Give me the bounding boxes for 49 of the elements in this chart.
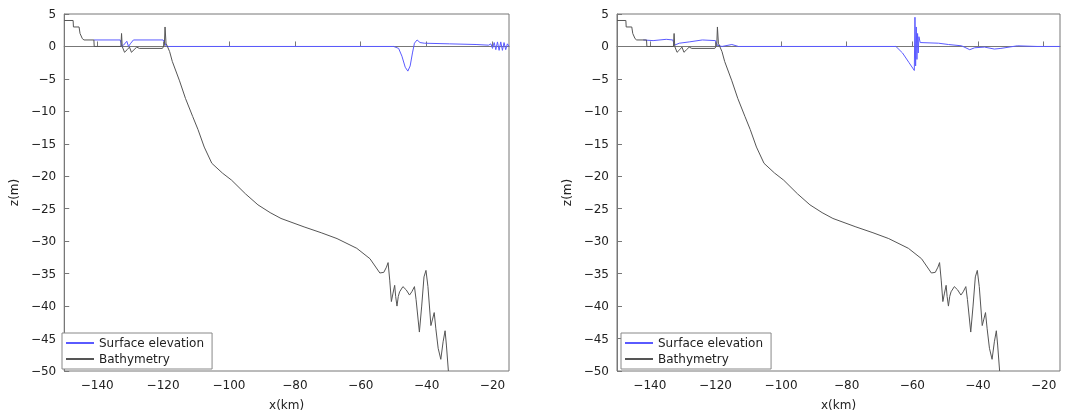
y-tick-label: 0 [48, 39, 57, 54]
line-series [93, 39, 510, 72]
x-tick-label: −120 [146, 378, 180, 392]
x-axis-title: x(km) [820, 398, 856, 412]
y-tick-label: 5 [600, 7, 609, 21]
x-tick-label: −120 [698, 378, 732, 392]
x-tick-label: −40 [413, 378, 440, 392]
y-tick-label: −10 [30, 104, 57, 119]
x-axis-title: x(km) [269, 398, 305, 412]
y-tick-label: −40 [30, 299, 57, 314]
x-tick-label: −100 [212, 378, 246, 392]
y-tick-label: −20 [583, 169, 609, 184]
line-series [63, 19, 449, 372]
legend-label: Bathymetry [99, 352, 170, 366]
y-tick-label: −15 [583, 136, 609, 151]
x-tick-label: −20 [1030, 378, 1056, 392]
x-tick-label: −80 [282, 378, 308, 392]
y-tick-label: −40 [583, 299, 609, 314]
y-tick-label: −50 [30, 364, 57, 378]
line-series [616, 19, 1000, 372]
x-tick-label: −80 [833, 378, 859, 392]
y-tick-label: −20 [30, 169, 57, 184]
y-tick-label: −50 [583, 364, 609, 378]
y-tick-label: −5 [38, 71, 57, 86]
y-tick-label: 5 [48, 7, 57, 21]
y-tick-label: −25 [30, 201, 57, 216]
y-tick-label: −45 [583, 331, 609, 346]
legend-label: Bathymetry [657, 352, 729, 366]
y-tick-label: −25 [583, 201, 609, 216]
x-tick-label: −60 [348, 378, 374, 392]
legend-label: Surface elevation [657, 336, 763, 350]
y-tick-label: −30 [30, 234, 57, 249]
x-tick-label: −60 [899, 378, 925, 392]
x-tick-label: −140 [632, 378, 666, 392]
y-tick-label: −10 [583, 104, 609, 119]
y-tick-label: 0 [600, 39, 609, 54]
y-tick-label: −45 [30, 331, 57, 346]
y-tick-label: −35 [30, 266, 57, 281]
x-tick-label: −20 [479, 378, 506, 392]
legend-label: Surface elevation [99, 336, 205, 350]
y-tick-label: −35 [583, 266, 609, 281]
y-tick-label: −5 [590, 71, 609, 86]
x-tick-label: −100 [764, 378, 798, 392]
y-axis-title: z(m) [559, 178, 574, 207]
x-tick-label: −140 [80, 378, 114, 392]
y-tick-label: −30 [583, 234, 609, 249]
y-tick-label: −15 [30, 136, 57, 151]
x-tick-label: −40 [964, 378, 991, 392]
y-axis-title: z(m) [7, 178, 21, 207]
